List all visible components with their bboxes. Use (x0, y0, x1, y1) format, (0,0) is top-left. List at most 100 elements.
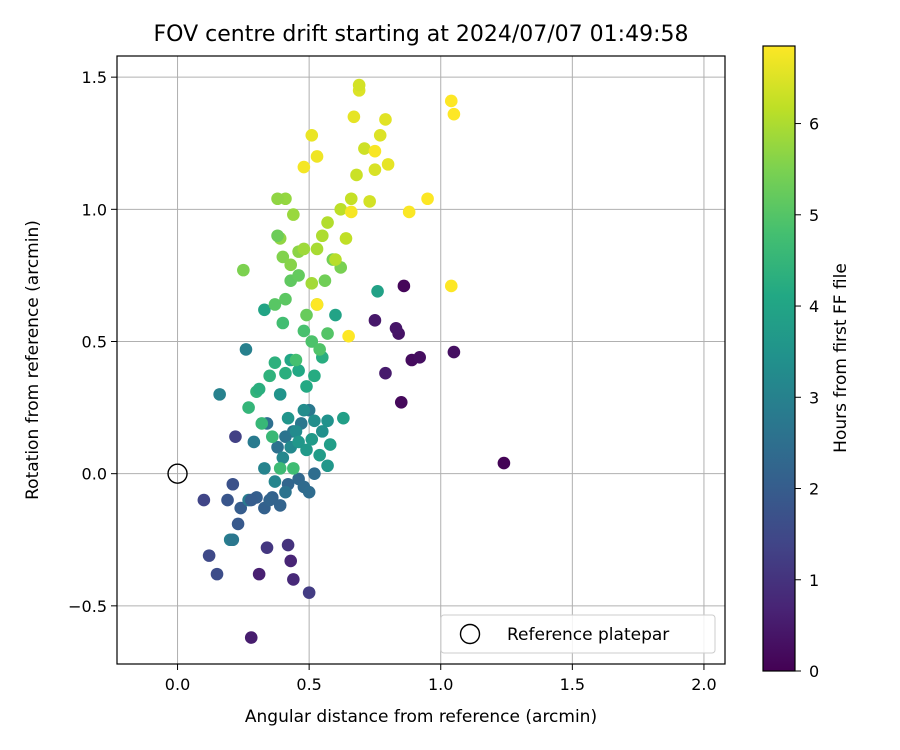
data-point (363, 195, 376, 208)
data-point (258, 303, 271, 317)
data-point (308, 467, 321, 480)
data-point (310, 298, 324, 311)
colorbar-tick-label: 4 (809, 297, 819, 316)
data-point (313, 343, 326, 356)
data-point (284, 554, 298, 568)
data-point (397, 279, 411, 293)
data-point (447, 345, 461, 359)
data-point (413, 351, 426, 364)
data-point (352, 78, 366, 92)
data-point (237, 263, 250, 277)
data-point (315, 425, 329, 438)
x-tick-label: 0.0 (165, 675, 190, 694)
colorbar-tick-label: 1 (809, 571, 819, 590)
colorbar-tick-label: 2 (809, 480, 819, 499)
data-point (302, 586, 316, 599)
data-point (226, 533, 240, 547)
colorbar-tick-label: 3 (809, 388, 819, 407)
data-point (394, 395, 408, 409)
legend-entry-reference-platepar: Reference platepar (507, 625, 669, 645)
data-points (197, 78, 511, 644)
data-point (268, 298, 282, 311)
data-point (276, 250, 290, 264)
data-point (244, 493, 258, 507)
data-point (444, 279, 458, 293)
x-tick-label: 0.5 (296, 675, 321, 694)
data-point (300, 443, 313, 457)
data-point (284, 258, 298, 272)
data-point (265, 430, 279, 443)
data-point (229, 430, 242, 443)
data-point (379, 113, 392, 126)
data-point (297, 242, 311, 256)
data-point (271, 440, 284, 454)
data-point (221, 493, 234, 507)
data-point (273, 462, 287, 475)
data-point (271, 229, 284, 243)
chart-title: FOV centre drift starting at 2024/07/07 … (154, 22, 689, 47)
reference-platepar-marker (167, 463, 188, 484)
data-point (350, 168, 363, 182)
data-point (321, 216, 334, 229)
reference-marker-layer (167, 463, 188, 484)
data-point (297, 403, 311, 417)
data-point (318, 274, 332, 287)
y-axis-label: Rotation from reference (arcmin) (23, 220, 43, 500)
data-point (305, 335, 319, 348)
data-point (323, 438, 337, 451)
data-point (242, 401, 255, 414)
colorbar-tick-label: 0 (809, 662, 819, 681)
data-point (239, 343, 253, 356)
data-point (444, 94, 458, 108)
data-point (379, 366, 392, 380)
data-point (279, 366, 292, 380)
data-point (289, 425, 303, 438)
data-point (373, 129, 387, 142)
colorbar-gradient (762, 45, 796, 672)
data-point (210, 567, 224, 581)
data-point (305, 277, 319, 290)
data-point (305, 433, 319, 446)
data-point (234, 501, 248, 515)
colorbar-ticks: 0 1 2 3 4 5 6 (795, 115, 819, 681)
colorbar-tick-label: 6 (809, 115, 819, 134)
data-point (213, 388, 226, 401)
x-axis-label: Angular distance from reference (arcmin) (245, 707, 597, 727)
data-point (368, 163, 382, 176)
data-point (308, 414, 321, 428)
x-tick-label: 1.5 (560, 675, 585, 694)
data-point (271, 192, 284, 206)
data-point (260, 541, 274, 554)
data-point (258, 462, 271, 475)
data-point (344, 192, 358, 206)
data-point (300, 308, 313, 322)
data-point (368, 144, 382, 158)
y-axis-ticks: −0.5 0.0 0.5 1.0 1.5 (68, 68, 117, 616)
data-point (273, 499, 287, 512)
data-point (308, 369, 321, 383)
data-point (263, 493, 276, 507)
data-point (497, 456, 511, 470)
data-point (358, 142, 371, 155)
data-point (273, 388, 287, 401)
data-point (281, 538, 295, 552)
data-point (202, 549, 216, 562)
data-point (310, 242, 324, 256)
data-point (287, 462, 300, 475)
data-point (368, 314, 382, 327)
colorbar-label: Hours from first FF file (831, 263, 851, 453)
data-point (297, 160, 311, 174)
data-point (289, 353, 303, 367)
data-point (279, 292, 292, 306)
x-tick-label: 1.0 (428, 675, 453, 694)
y-tick-label: 1.5 (82, 68, 107, 87)
data-point (276, 451, 290, 465)
data-point (389, 321, 403, 335)
data-point (268, 475, 282, 488)
data-point (281, 411, 295, 425)
plot-frame (116, 55, 726, 665)
x-axis-ticks: 0.0 0.5 1.0 1.5 2.0 (165, 664, 717, 694)
colorbar-tick-label: 5 (809, 206, 819, 225)
data-point (292, 269, 305, 282)
